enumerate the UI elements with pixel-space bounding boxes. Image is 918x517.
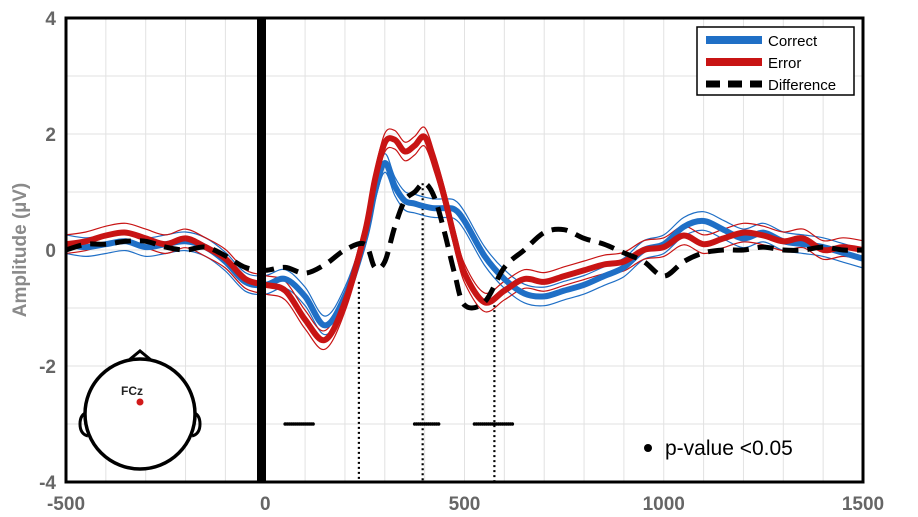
legend-label-error: Error bbox=[768, 55, 801, 72]
y-tick-label: -4 bbox=[39, 473, 56, 494]
series-line-difference bbox=[65, 180, 864, 311]
electrode-label: FCz bbox=[121, 384, 143, 398]
significance-dot bbox=[510, 422, 515, 426]
legend: Correct Error Difference bbox=[696, 26, 855, 96]
scalp-map-icon: FCz bbox=[78, 349, 202, 471]
significance-dot bbox=[311, 422, 315, 426]
series-lines bbox=[65, 133, 864, 344]
stimulus-onset-bar bbox=[257, 18, 266, 482]
pvalue-label: p-value <0.05 bbox=[665, 437, 793, 460]
x-tick-label: 0 bbox=[260, 494, 271, 515]
x-tick-label: 1000 bbox=[643, 494, 685, 515]
band-correct bbox=[65, 153, 864, 317]
y-ticks: 4 2 0 -2 -4 bbox=[39, 9, 56, 494]
x-tick-label: -500 bbox=[47, 494, 85, 515]
y-tick-label: 0 bbox=[45, 241, 56, 262]
y-tick-label: 2 bbox=[45, 125, 56, 146]
nose bbox=[128, 349, 152, 362]
significance-dot bbox=[436, 422, 441, 426]
x-tick-label: 500 bbox=[449, 494, 481, 515]
x-tick-label: 1500 bbox=[842, 494, 884, 515]
y-axis-label: Amplitude (µV) bbox=[10, 183, 31, 317]
electrode-dot bbox=[136, 398, 144, 406]
legend-label-correct: Correct bbox=[768, 33, 818, 50]
y-tick-label: -2 bbox=[39, 357, 56, 378]
x-ticks: -500 0 500 1000 1500 bbox=[47, 494, 884, 515]
legend-label-difference: Difference bbox=[768, 77, 836, 94]
head-outline bbox=[83, 357, 197, 471]
significance-dots bbox=[283, 422, 515, 426]
vertical-markers bbox=[357, 183, 496, 482]
plot-frame bbox=[64, 16, 865, 484]
pvalue-dot bbox=[644, 444, 652, 452]
y-tick-label: 4 bbox=[45, 9, 56, 30]
